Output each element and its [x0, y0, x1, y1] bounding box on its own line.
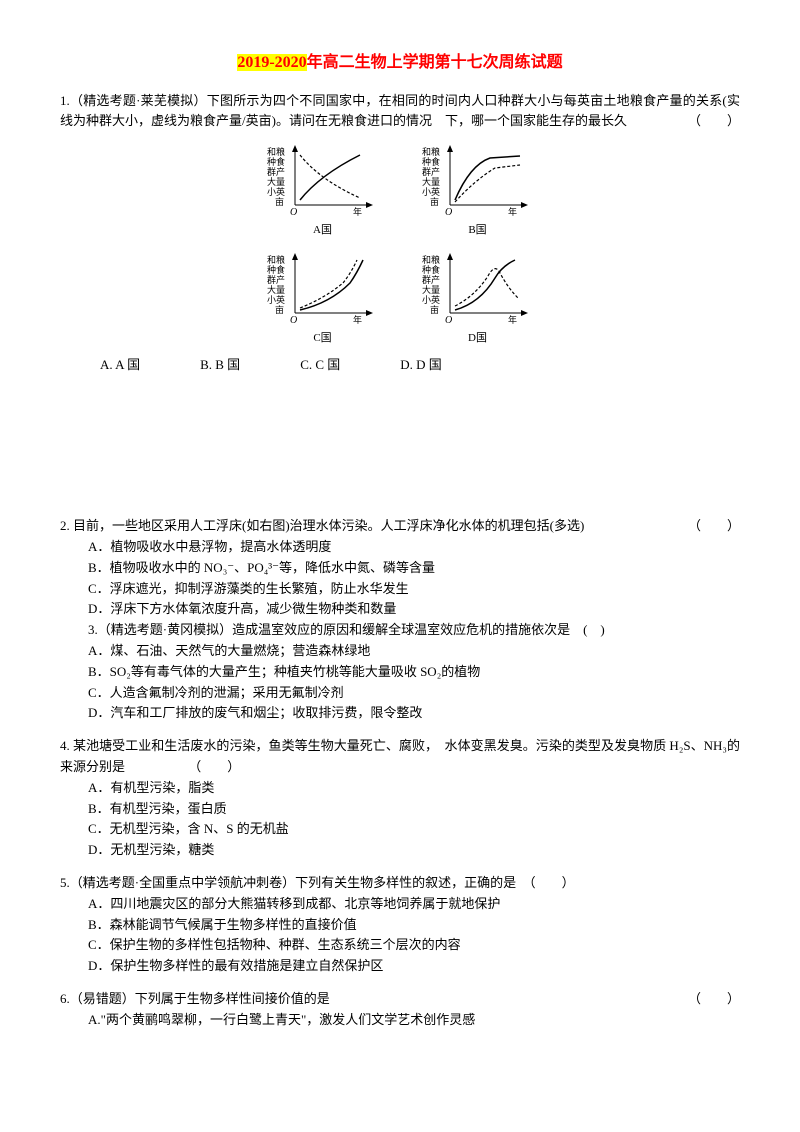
q1-charts-row2: 和粮 种食 群产 大量 小英 亩 O 年 C国 和粮 种食 群产: [60, 248, 740, 348]
chart-ylabel: 和粮: [267, 146, 285, 157]
chart-d-svg: 和粮 种食 群产 大量 小英 亩 O 年: [420, 248, 535, 328]
svg-text:大量: 大量: [422, 284, 440, 295]
chart-ylabel: 大量: [267, 176, 285, 187]
q2-opt-a: A．植物吸收水中悬浮物，提高水体透明度: [88, 537, 740, 558]
svg-text:年: 年: [508, 314, 517, 325]
svg-text:O: O: [290, 315, 297, 326]
q2-opt-b: B．植物吸收水中的 NO₃⁻、PO₄³⁻等，降低水中氮、磷等含量: [88, 558, 740, 579]
q1-opt-c: C. C 国: [300, 355, 340, 376]
title-year: 2019-2020: [237, 54, 306, 71]
question-6: 6.（易错题）下列属于生物多样性间接价值的是 （ ） A."两个黄鹂鸣翠柳，一行…: [60, 989, 740, 1031]
chart-ylabel: 群产: [267, 166, 285, 177]
question-1: 1.（精选考题·莱芜模拟）下图所示为四个不同国家中，在相同的时间内人口种群大小与…: [60, 91, 740, 377]
q4-text: 4. 某池塘受工业和生活废水的污染，鱼类等生物大量死亡、腐败， 水体变黑发臭。污…: [60, 736, 740, 778]
q6-opt-a: A."两个黄鹂鸣翠柳，一行白鹭上青天"，激发人们文学艺术创作灵感: [88, 1010, 740, 1031]
svg-text:小英: 小英: [267, 294, 285, 305]
q1-body: 1.（精选考题·莱芜模拟）下图所示为四个不同国家中，在相同的时间内人口种群大小与…: [60, 93, 740, 129]
chart-ylabel: 种食: [267, 156, 285, 167]
q6-text: 6.（易错题）下列属于生物多样性间接价值的是 （ ）: [60, 989, 740, 1010]
q2-opt-d: D．浮床下方水体氧浓度升高，减少微生物种类和数量: [88, 599, 740, 620]
svg-text:小英: 小英: [422, 186, 440, 197]
q2-opt-c: C．浮床遮光，抑制浮游藻类的生长繁殖，防止水华发生: [88, 579, 740, 600]
title-text: 年高二生物上学期第十七次周练试题: [307, 54, 563, 71]
q1-options: A. A 国 B. B 国 C. C 国 D. D 国: [100, 355, 740, 376]
q5-opt-a: A．四川地震灾区的部分大熊猫转移到成都、北京等地饲养属于就地保护: [88, 894, 740, 915]
chart-c-svg: 和粮 种食 群产 大量 小英 亩 O 年: [265, 248, 380, 328]
q5-opt-d: D．保护生物多样性的最有效措施是建立自然保护区: [88, 956, 740, 977]
q1-opt-b: B. B 国: [200, 355, 240, 376]
chart-a-svg: 和粮 种食 群产 大量 小英 亩 O 年: [265, 140, 380, 220]
q3-opt-a: A．煤、石油、天然气的大量燃烧；营造森林绿地: [88, 641, 740, 662]
chart-ylabel: 亩: [275, 196, 284, 207]
q1-opt-a: A. A 国: [100, 355, 140, 376]
q6-body: 6.（易错题）下列属于生物多样性间接价值的是: [60, 991, 330, 1006]
svg-text:大量: 大量: [422, 176, 440, 187]
q4-opt-d: D．无机型污染，糖类: [88, 840, 740, 861]
svg-text:亩: 亩: [430, 304, 439, 315]
svg-text:群产: 群产: [267, 274, 285, 285]
svg-text:亩: 亩: [430, 196, 439, 207]
svg-text:O: O: [445, 207, 452, 218]
q1-charts-row1: 和粮 种食 群产 大量 小英 亩 O 年 A国 和粮 种食 群产: [60, 140, 740, 240]
q6-bracket: （ ）: [688, 989, 740, 1010]
chart-d-label: D国: [468, 330, 487, 348]
svg-text:和粮: 和粮: [267, 254, 285, 265]
svg-text:年: 年: [353, 314, 362, 325]
svg-text:种食: 种食: [422, 156, 440, 167]
q4-opt-b: B．有机型污染，蛋白质: [88, 799, 740, 820]
q3-opt-c: C．人造含氟制冷剂的泄漏；采用无氟制冷剂: [88, 683, 740, 704]
question-2: 2. 目前，一些地区采用人工浮床(如右图)治理水体污染。人工浮床净化水体的机理包…: [60, 516, 740, 724]
question-5: 5.（精选考题·全国重点中学领航冲刺卷）下列有关生物多样性的叙述，正确的是 （ …: [60, 873, 740, 977]
q5-text: 5.（精选考题·全国重点中学领航冲刺卷）下列有关生物多样性的叙述，正确的是 （ …: [60, 873, 740, 894]
q3-opt-b: B．SO₂等有毒气体的大量产生；种植夹竹桃等能大量吸收 SO₂的植物: [88, 662, 740, 683]
xlabel: 年: [353, 206, 362, 217]
q1-opt-d: D. D 国: [400, 355, 442, 376]
svg-text:和粮: 和粮: [422, 146, 440, 157]
q4-bracket: （ ）: [188, 759, 240, 774]
chart-a-label: A国: [313, 222, 332, 240]
svg-text:群产: 群产: [422, 166, 440, 177]
origin: O: [290, 207, 297, 218]
q5-opt-c: C．保护生物的多样性包括物种、种群、生态系统三个层次的内容: [88, 935, 740, 956]
svg-text:大量: 大量: [267, 284, 285, 295]
chart-ylabel: 小英: [267, 186, 285, 197]
svg-text:和粮: 和粮: [422, 254, 440, 265]
chart-d: 和粮 种食 群产 大量 小英 亩 O 年 D国: [420, 248, 535, 348]
question-3: 3.（精选考题·黄冈模拟）造成温室效应的原因和缓解全球温室效应危机的措施依次是 …: [88, 620, 740, 724]
page-title: 2019-2020年高二生物上学期第十七次周练试题: [60, 50, 740, 76]
svg-text:群产: 群产: [422, 274, 440, 285]
q2-body: 2. 目前，一些地区采用人工浮床(如右图)治理水体污染。人工浮床净化水体的机理包…: [60, 518, 584, 533]
chart-c: 和粮 种食 群产 大量 小英 亩 O 年 C国: [265, 248, 380, 348]
svg-text:种食: 种食: [267, 264, 285, 275]
chart-c-label: C国: [313, 330, 331, 348]
q2-text: 2. 目前，一些地区采用人工浮床(如右图)治理水体污染。人工浮床净化水体的机理包…: [60, 516, 740, 537]
q3-opt-d: D．汽车和工厂排放的废气和烟尘；收取排污费，限令整改: [88, 703, 740, 724]
q2-bracket: （ ）: [688, 516, 740, 537]
q3-text: 3.（精选考题·黄冈模拟）造成温室效应的原因和缓解全球温室效应危机的措施依次是 …: [88, 620, 740, 641]
q5-opt-b: B．森林能调节气候属于生物多样性的直接价值: [88, 915, 740, 936]
chart-b-label: B国: [468, 222, 486, 240]
q4-opt-c: C．无机型污染，含 N、S 的无机盐: [88, 819, 740, 840]
question-4: 4. 某池塘受工业和生活废水的污染，鱼类等生物大量死亡、腐败， 水体变黑发臭。污…: [60, 736, 740, 861]
svg-text:种食: 种食: [422, 264, 440, 275]
chart-b-svg: 和粮 种食 群产 大量 小英 亩 O 年: [420, 140, 535, 220]
svg-text:年: 年: [508, 206, 517, 217]
svg-text:小英: 小英: [422, 294, 440, 305]
q4-body: 4. 某池塘受工业和生活废水的污染，鱼类等生物大量死亡、腐败， 水体变黑发臭。污…: [60, 738, 740, 774]
q1-bracket: （ ）: [688, 111, 740, 132]
svg-text:亩: 亩: [275, 304, 284, 315]
q4-opt-a: A．有机型污染，脂类: [88, 778, 740, 799]
svg-text:O: O: [445, 315, 452, 326]
q1-text: 1.（精选考题·莱芜模拟）下图所示为四个不同国家中，在相同的时间内人口种群大小与…: [60, 91, 740, 133]
chart-b: 和粮 种食 群产 大量 小英 亩 O 年 B国: [420, 140, 535, 240]
chart-a: 和粮 种食 群产 大量 小英 亩 O 年 A国: [265, 140, 380, 240]
